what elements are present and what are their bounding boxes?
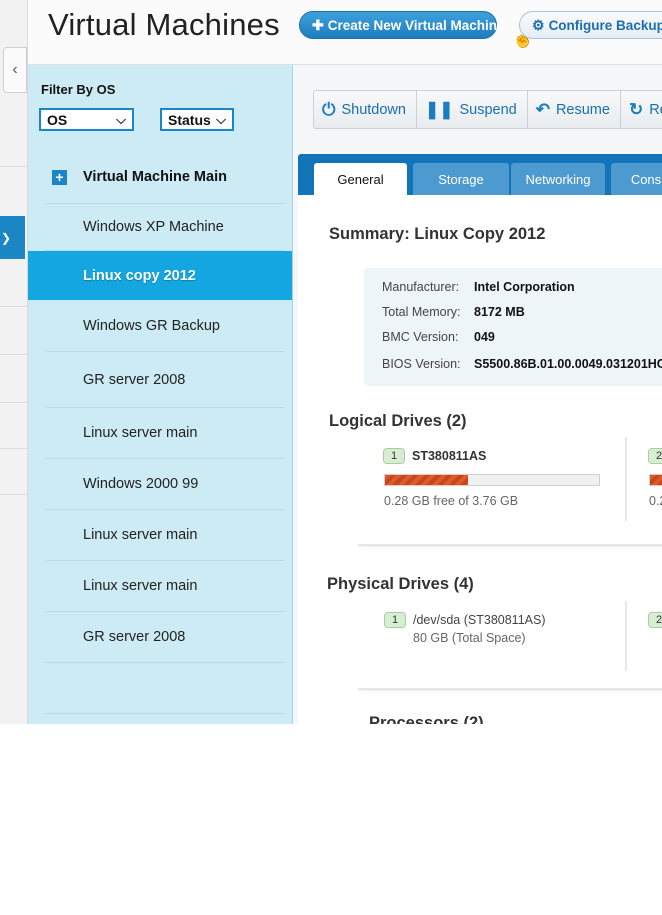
summary-title: Summary: Linux Copy 2012	[329, 225, 546, 243]
status-select-value: Status	[168, 111, 211, 128]
os-select-value: OS	[47, 111, 68, 128]
gear-icon: ⚙	[532, 16, 545, 33]
restart-button[interactable]: ↻ Res	[621, 91, 662, 128]
rail-divider	[0, 448, 27, 449]
pause-icon: ❚❚	[424, 99, 454, 119]
resume-label: Resume	[555, 101, 610, 118]
tab-console[interactable]: Cons	[611, 163, 662, 195]
vm-list-item[interactable]: Windows 2000 99	[46, 459, 284, 510]
rail-divider	[0, 354, 27, 355]
system-info-box: Manufacturer: Intel Corporation Total Me…	[364, 268, 662, 386]
shutdown-label: Shutdown	[341, 101, 406, 118]
detail-tabs: General Storage Networking Cons	[298, 154, 662, 195]
section-divider	[358, 688, 662, 690]
drive-usage-fill	[650, 475, 662, 485]
collapse-arrow-icon[interactable]: ‹	[3, 47, 27, 93]
vm-list-item[interactable]: Linux server main	[46, 408, 284, 459]
general-panel: Summary: Linux Copy 2012 Manufacturer: I…	[298, 195, 662, 724]
drive-free-space: 0.28 GB free of 3.76 GB	[384, 494, 519, 508]
tab-general[interactable]: General	[314, 163, 407, 195]
shutdown-button[interactable]: ⏻ Shutdown	[314, 91, 417, 128]
rail-divider	[0, 166, 27, 167]
left-rail: ‹ ❯	[0, 0, 28, 724]
rail-divider	[0, 494, 27, 495]
vm-detail-pane: ⏻ Shutdown ❚❚ Suspend ↶ Resume ↻ Res Gen…	[293, 65, 662, 724]
info-row-bmc: BMC Version: 049	[382, 330, 495, 344]
tab-networking[interactable]: Networking	[511, 163, 605, 195]
vm-list-item[interactable]: Windows GR Backup	[46, 300, 284, 352]
power-icon: ⏻	[322, 99, 336, 119]
info-value: S5500.86B.01.00.0049.031201HC	[474, 357, 662, 371]
vm-list-empty-row	[46, 663, 284, 714]
filter-label: Filter By OS	[41, 82, 116, 97]
drive-index-badge: 1	[383, 448, 405, 464]
drive-name: ST380811AS	[412, 449, 487, 463]
suspend-label: Suspend	[459, 101, 517, 118]
create-vm-label: Create New Virtual Machine	[327, 17, 505, 33]
vm-list-item[interactable]: Linux server main	[46, 561, 284, 612]
vm-list-item[interactable]: Linux server main	[46, 510, 284, 561]
section-divider	[358, 544, 662, 546]
configure-backup-label: Configure Backup P	[548, 17, 662, 33]
info-value: 049	[474, 330, 495, 344]
info-key: BIOS Version:	[382, 357, 461, 371]
info-value: 8172 MB	[474, 305, 525, 319]
drive-usage-bar	[649, 474, 662, 486]
chevron-down-icon: ⌵	[116, 112, 126, 127]
info-key: BMC Version:	[382, 330, 459, 344]
vm-list-item[interactable]: GR server 2008	[46, 352, 284, 408]
info-key: Manufacturer:	[382, 280, 460, 294]
column-divider	[625, 437, 627, 521]
drive-index-badge: 2	[648, 612, 662, 628]
rail-divider	[0, 402, 27, 403]
undo-arrow-icon: ↶	[535, 99, 550, 119]
info-value: Intel Corporation	[474, 280, 575, 294]
vm-group-label: Virtual Machine Main	[83, 169, 227, 185]
plus-icon: ✚	[312, 16, 324, 33]
column-divider	[625, 601, 627, 671]
expand-chevron-icon[interactable]: ❯	[0, 216, 25, 259]
drive-free-space: 0.2	[649, 494, 662, 508]
vm-list-item-selected[interactable]: Linux copy 2012	[28, 251, 292, 300]
vm-sidebar: Filter By OS OS ⌵ Status ⌵ + Virtual Mac…	[28, 65, 293, 724]
suspend-button[interactable]: ❚❚ Suspend	[417, 91, 528, 128]
vm-action-toolbar: ⏻ Shutdown ❚❚ Suspend ↶ Resume ↻ Res	[313, 90, 662, 129]
chevron-down-icon: ⌵	[216, 112, 226, 127]
info-row-manufacturer: Manufacturer: Intel Corporation	[382, 280, 575, 294]
drive-total-space: 80 GB (Total Space)	[413, 631, 526, 645]
processors-title: Processors (2)	[369, 714, 484, 724]
logical-drives-title: Logical Drives (2)	[329, 412, 467, 430]
refresh-icon: ↻	[628, 99, 644, 119]
expand-plus-icon[interactable]: +	[52, 169, 67, 185]
configure-backup-button[interactable]: ⚙ Configure Backup P	[519, 11, 662, 39]
app-window: ‹ ❯ Virtual Machines ✚ Create New Virtua…	[0, 0, 662, 724]
physical-drives-title: Physical Drives (4)	[327, 575, 474, 593]
create-vm-button[interactable]: ✚ Create New Virtual Machine	[299, 11, 505, 39]
os-select[interactable]: OS ⌵	[39, 108, 134, 131]
restart-label: Res	[649, 101, 662, 118]
page-title: Virtual Machines	[48, 7, 280, 42]
rail-divider	[0, 306, 27, 307]
drive-index-badge: 2	[648, 448, 662, 464]
vm-list-item[interactable]: Windows XP Machine	[46, 203, 284, 251]
vm-list-item[interactable]: GR server 2008	[46, 612, 284, 663]
drive-usage-bar	[384, 474, 600, 486]
drive-index-badge: 1	[384, 612, 406, 628]
resume-button[interactable]: ↶ Resume	[528, 91, 621, 128]
info-key: Total Memory:	[382, 305, 461, 319]
drive-name: /dev/sda (ST380811AS)	[413, 613, 546, 627]
info-row-memory: Total Memory: 8172 MB	[382, 305, 525, 319]
info-row-bios: BIOS Version: S5500.86B.01.00.0049.03120…	[382, 357, 662, 371]
page-header: Virtual Machines ✚ Create New Virtual Ma…	[28, 0, 662, 65]
tab-storage[interactable]: Storage	[413, 163, 509, 195]
vm-group-header[interactable]: + Virtual Machine Main	[46, 151, 284, 204]
status-select[interactable]: Status ⌵	[160, 108, 234, 131]
drive-usage-fill	[385, 475, 469, 485]
